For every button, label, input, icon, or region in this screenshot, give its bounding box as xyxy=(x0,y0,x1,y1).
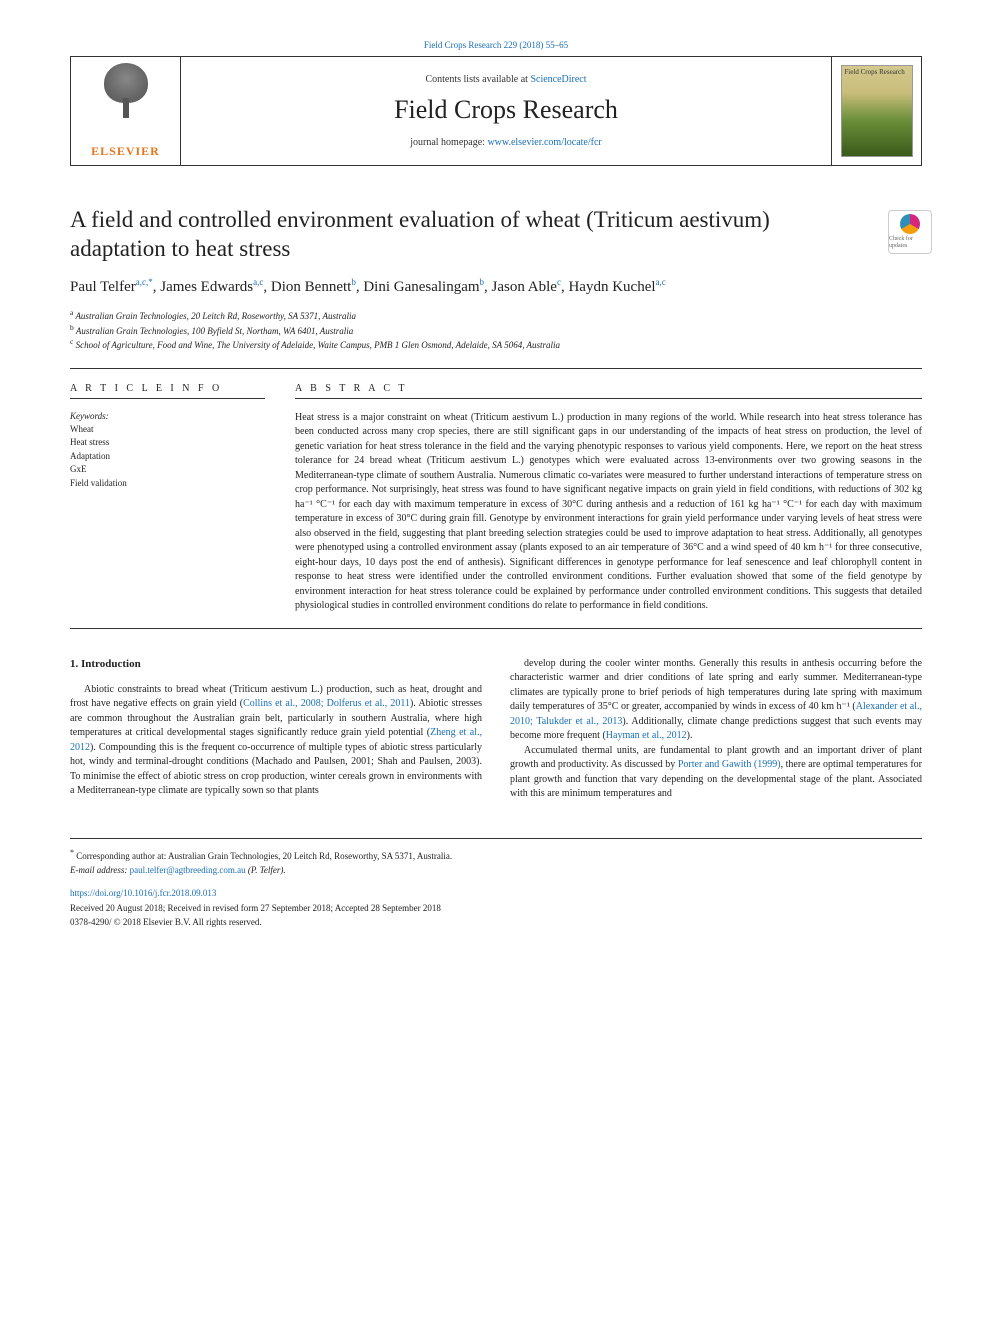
journal-title-panel: Contents lists available at ScienceDirec… xyxy=(181,57,831,165)
intro-heading: 1. Introduction xyxy=(70,657,482,673)
footer: * Corresponding author at: Australian Gr… xyxy=(70,838,922,929)
article-title: A field and controlled environment evalu… xyxy=(70,206,922,264)
email-line: E-mail address: paul.telfer@agtbreeding.… xyxy=(70,864,922,877)
affiliation-a: a Australian Grain Technologies, 20 Leit… xyxy=(70,308,922,323)
elsevier-tree-icon xyxy=(101,63,151,118)
cover-title: Field Crops Research xyxy=(845,69,909,77)
abstract: A B S T R A C T Heat stress is a major c… xyxy=(295,383,922,614)
issue-citation: Field Crops Research 229 (2018) 55–65 xyxy=(70,40,922,50)
email-link[interactable]: paul.telfer@agtbreeding.com.au xyxy=(130,865,246,875)
authors-list: Paul Telfera,c,*, James Edwardsa,c, Dion… xyxy=(70,276,922,299)
check-updates-badge[interactable]: Check for updates xyxy=(888,210,932,254)
doi-link[interactable]: https://doi.org/10.1016/j.fcr.2018.09.01… xyxy=(70,887,922,900)
homepage-line: journal homepage: www.elsevier.com/locat… xyxy=(410,137,602,148)
column-right: develop during the cooler winter months.… xyxy=(510,657,922,802)
journal-cover-thumb: Field Crops Research xyxy=(841,65,913,157)
article-info-heading: A R T I C L E I N F O xyxy=(70,383,265,399)
received-dates: Received 20 August 2018; Received in rev… xyxy=(70,902,922,915)
info-abstract-row: A R T I C L E I N F O Keywords: WheatHea… xyxy=(70,368,922,629)
abstract-heading: A B S T R A C T xyxy=(295,383,922,399)
keywords-list: WheatHeat stressAdaptationGxEField valid… xyxy=(70,423,265,491)
check-updates-label: Check for updates xyxy=(889,236,931,251)
intro-p3: Accumulated thermal units, are fundament… xyxy=(510,744,922,802)
affiliation-b: b Australian Grain Technologies, 100 Byf… xyxy=(70,323,922,338)
elsevier-wordmark: ELSEVIER xyxy=(91,144,160,159)
cover-panel: Field Crops Research xyxy=(831,57,921,165)
column-left: 1. Introduction Abiotic constraints to b… xyxy=(70,657,482,802)
intro-p1: Abiotic constraints to bread wheat (Trit… xyxy=(70,683,482,799)
journal-name: Field Crops Research xyxy=(394,95,618,125)
contents-prefix: Contents lists available at xyxy=(425,74,530,85)
article-info: A R T I C L E I N F O Keywords: WheatHea… xyxy=(70,383,265,614)
publisher-panel: ELSEVIER xyxy=(71,57,181,165)
abstract-text: Heat stress is a major constraint on whe… xyxy=(295,411,922,614)
email-suffix: (P. Telfer). xyxy=(246,865,286,875)
title-text: A field and controlled environment evalu… xyxy=(70,207,770,261)
affiliations: a Australian Grain Technologies, 20 Leit… xyxy=(70,308,922,352)
sciencedirect-link[interactable]: ScienceDirect xyxy=(530,74,586,85)
keywords-label: Keywords: xyxy=(70,411,265,421)
contents-line: Contents lists available at ScienceDirec… xyxy=(425,74,586,85)
crossmark-icon xyxy=(900,214,920,234)
journal-header: ELSEVIER Contents lists available at Sci… xyxy=(70,56,922,166)
homepage-prefix: journal homepage: xyxy=(410,137,487,148)
homepage-link[interactable]: www.elsevier.com/locate/fcr xyxy=(487,137,601,148)
corresponding-author: * Corresponding author at: Australian Gr… xyxy=(70,847,922,863)
intro-p2: develop during the cooler winter months.… xyxy=(510,657,922,744)
affiliation-c: c School of Agriculture, Food and Wine, … xyxy=(70,337,922,352)
issn-copyright: 0378-4290/ © 2018 Elsevier B.V. All righ… xyxy=(70,916,922,929)
email-label: E-mail address: xyxy=(70,865,130,875)
body-columns: 1. Introduction Abiotic constraints to b… xyxy=(70,657,922,802)
